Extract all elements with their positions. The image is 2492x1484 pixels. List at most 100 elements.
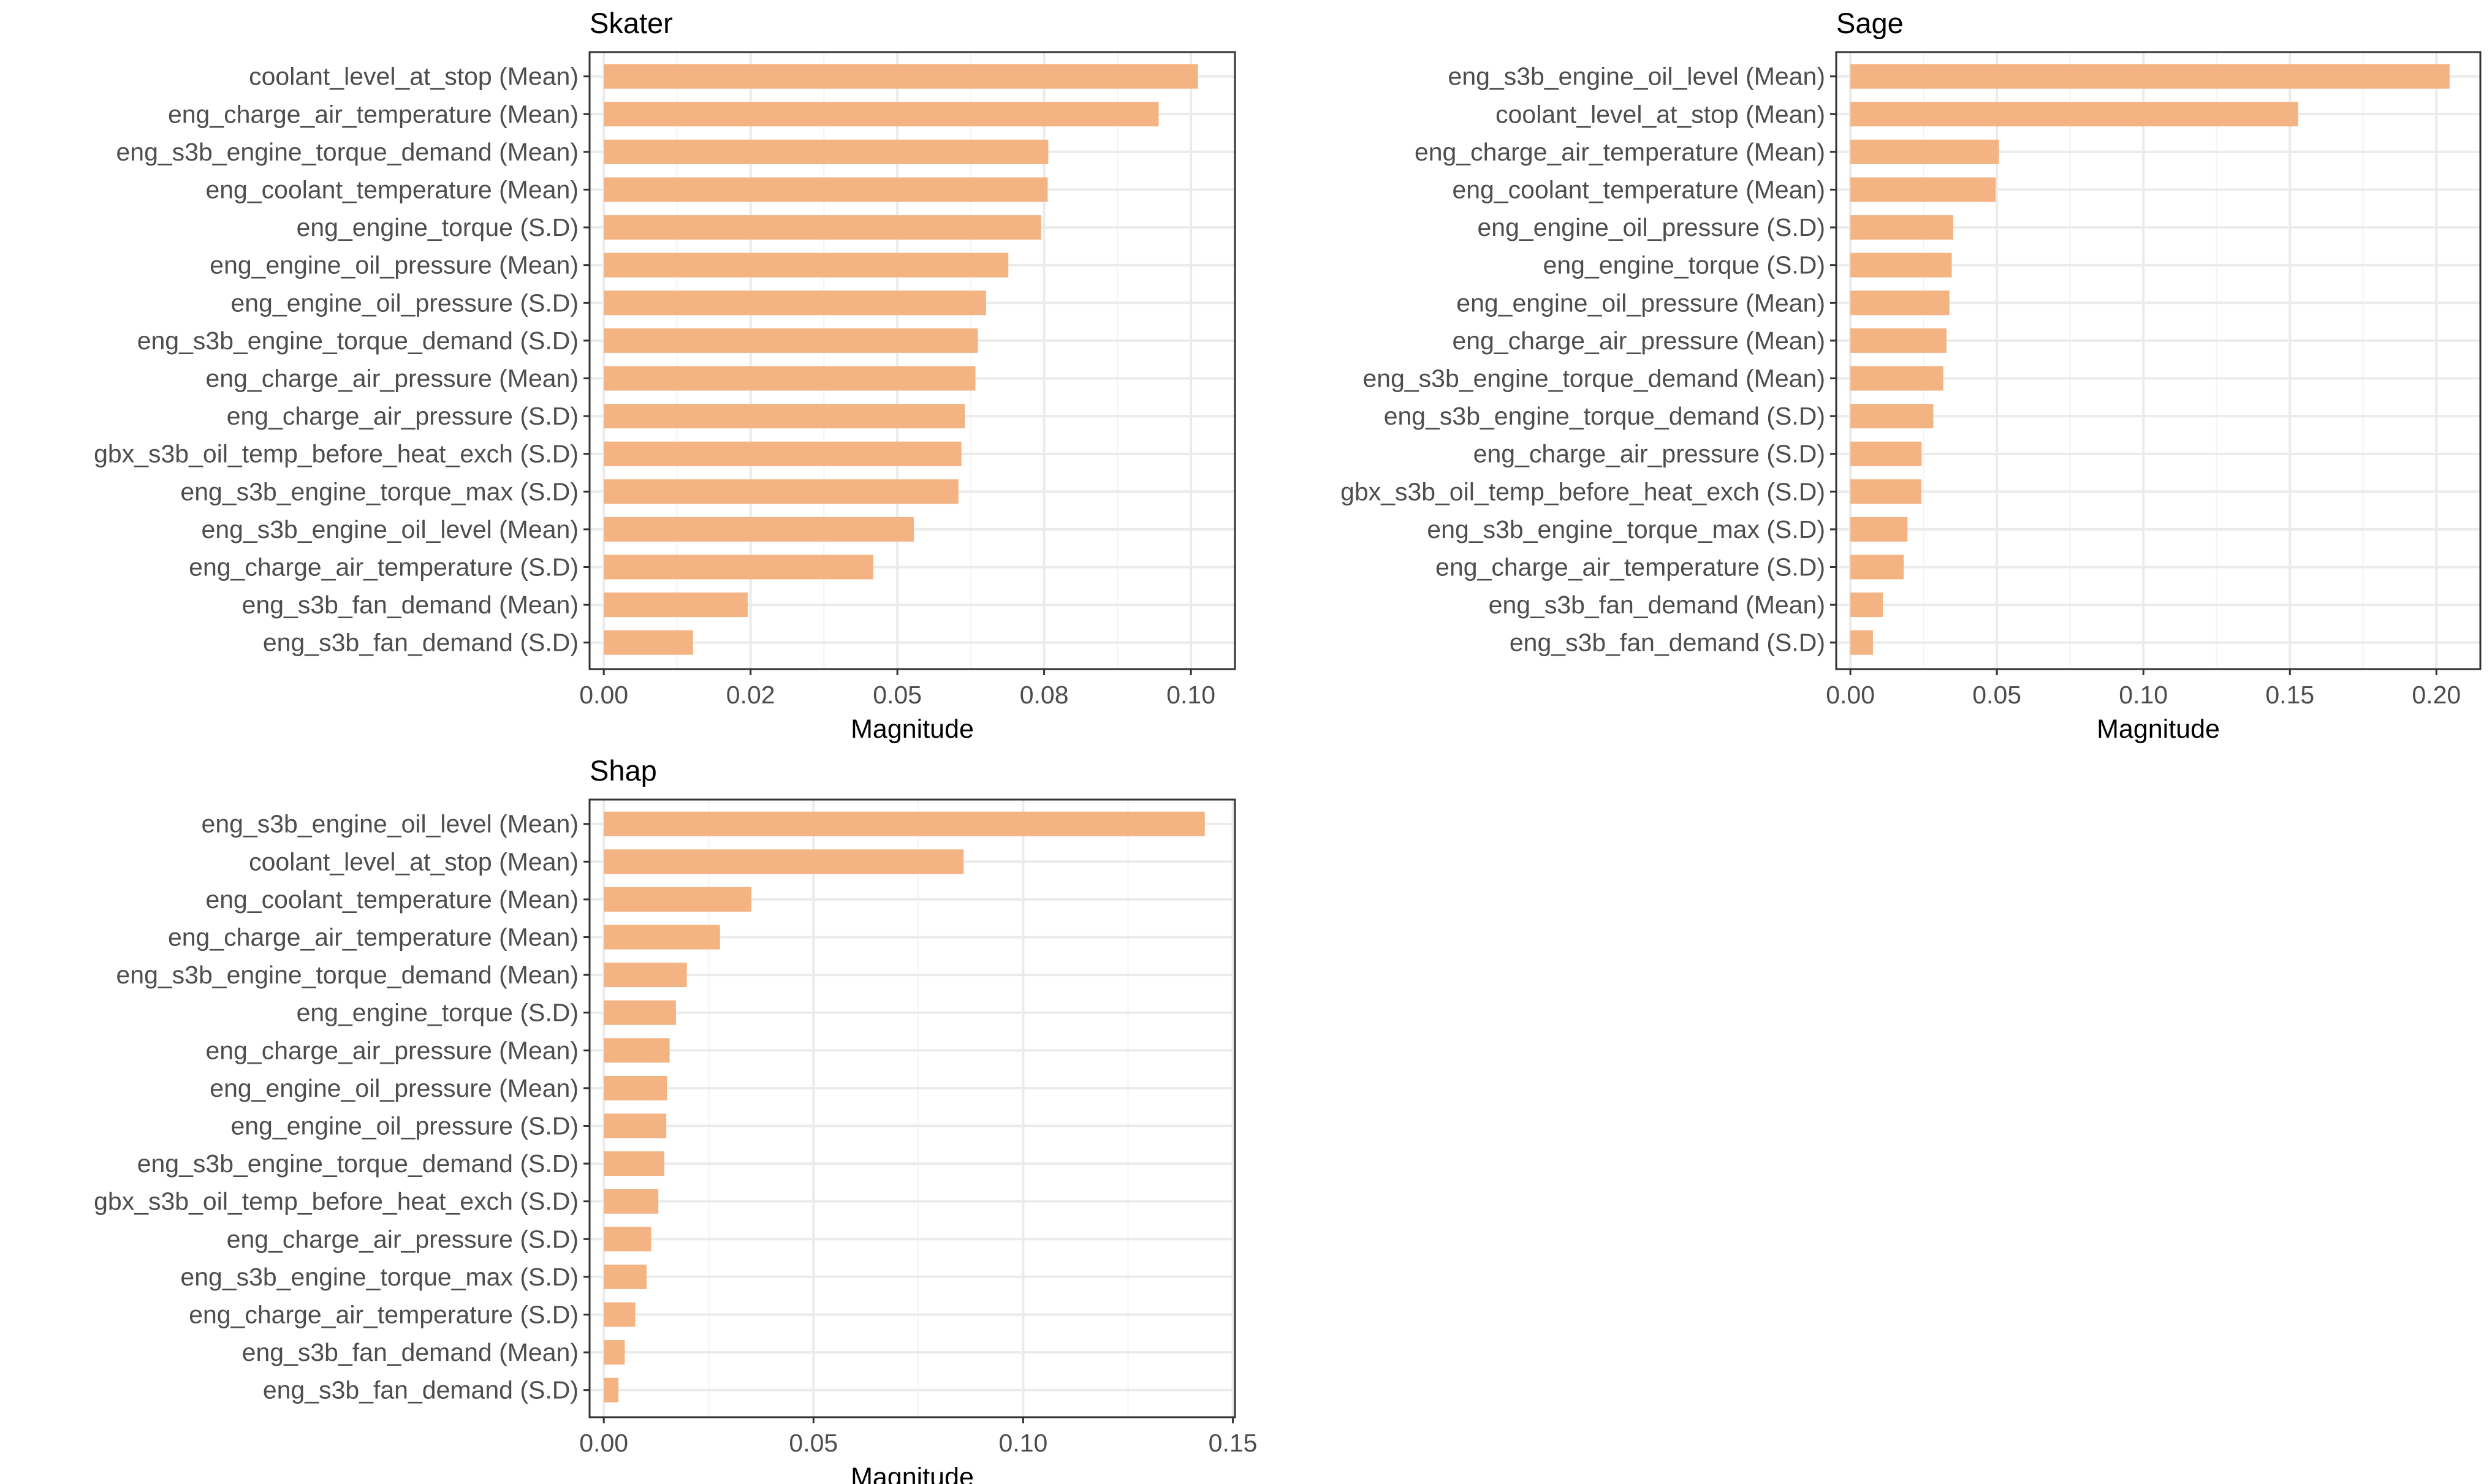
bar: [604, 1302, 636, 1327]
x-tick-label: 0.00: [579, 681, 628, 709]
y-tick-label: gbx_s3b_oil_temp_before_heat_exch (S.D): [94, 440, 579, 468]
y-tick-label: eng_s3b_fan_demand (S.D): [1510, 629, 1825, 657]
bar: [604, 1151, 664, 1176]
y-tick-label: eng_s3b_engine_torque_demand (Mean): [1362, 365, 1825, 393]
y-tick-label: coolant_level_at_stop (Mean): [249, 62, 579, 91]
y-tick-label: eng_s3b_engine_torque_demand (Mean): [116, 138, 579, 166]
bar: [1850, 592, 1883, 618]
x-tick-label: 0.15: [2265, 681, 2314, 709]
x-tick-label: 0.05: [1972, 681, 2021, 709]
bar: [1850, 404, 1934, 429]
bar: [604, 290, 986, 316]
bar: [604, 1000, 676, 1025]
bar: [604, 592, 748, 618]
bar: [1850, 139, 1999, 164]
y-tick-label: eng_s3b_fan_demand (Mean): [1489, 591, 1825, 619]
y-tick-label: eng_s3b_engine_torque_demand (S.D): [1384, 402, 1825, 430]
bar: [604, 404, 965, 429]
bar: [604, 139, 1049, 164]
y-tick-label: eng_engine_torque (S.D): [297, 213, 579, 241]
bar: [604, 1038, 670, 1063]
y-tick-label: eng_charge_air_pressure (S.D): [227, 1225, 579, 1253]
y-tick-label: eng_charge_air_pressure (Mean): [205, 1036, 579, 1064]
bar: [1850, 64, 2450, 89]
bar: [604, 1377, 619, 1403]
y-tick-label: eng_charge_air_temperature (Mean): [168, 100, 579, 128]
y-tick-label: eng_engine_oil_pressure (Mean): [1456, 289, 1825, 317]
bar: [604, 102, 1159, 127]
bar: [1850, 177, 1996, 202]
y-tick-label: eng_charge_air_pressure (Mean): [1452, 327, 1825, 355]
bar: [604, 517, 914, 542]
y-tick-label: eng_s3b_engine_torque_demand (S.D): [137, 327, 579, 355]
y-tick-label: eng_engine_oil_pressure (Mean): [210, 251, 579, 279]
chart-title: Shap: [590, 754, 657, 787]
x-tick-label: 0.15: [1209, 1429, 1258, 1457]
y-tick-label: eng_s3b_engine_oil_level (Mean): [202, 810, 579, 838]
y-tick-label: eng_charge_air_pressure (S.D): [227, 402, 579, 430]
y-tick-label: gbx_s3b_oil_temp_before_heat_exch (S.D): [1340, 477, 1825, 505]
bar: [1850, 252, 1952, 278]
y-tick-label: gbx_s3b_oil_temp_before_heat_exch (S.D): [94, 1187, 579, 1216]
bar: [604, 555, 873, 580]
y-tick-label: eng_charge_air_pressure (Mean): [205, 365, 579, 393]
bar: [604, 366, 976, 391]
bar: [604, 1189, 659, 1214]
bar: [604, 925, 720, 950]
y-tick-label: eng_engine_oil_pressure (S.D): [230, 289, 579, 317]
bar: [604, 1113, 667, 1138]
bar: [604, 441, 962, 466]
y-tick-label: eng_charge_air_temperature (S.D): [189, 553, 579, 581]
bar: [1850, 479, 1921, 504]
bar: [1850, 102, 2298, 127]
bar: [604, 1264, 647, 1289]
bar: [604, 811, 1205, 836]
y-tick-label: coolant_level_at_stop (Mean): [249, 847, 579, 876]
x-tick-label: 0.05: [873, 681, 922, 709]
y-tick-label: eng_coolant_temperature (Mean): [1452, 176, 1825, 204]
y-tick-label: eng_charge_air_temperature (Mean): [168, 923, 579, 952]
y-tick-label: eng_charge_air_temperature (S.D): [1435, 553, 1825, 581]
bar: [604, 887, 752, 912]
x-tick-label: 0.00: [1826, 681, 1875, 709]
bar: [604, 479, 959, 504]
y-tick-label: eng_engine_oil_pressure (S.D): [230, 1112, 579, 1140]
bar: [1850, 555, 1904, 580]
y-tick-label: eng_engine_oil_pressure (Mean): [210, 1074, 579, 1102]
y-tick-label: eng_s3b_engine_torque_max (S.D): [180, 1263, 579, 1291]
x-tick-label: 0.10: [2119, 681, 2168, 709]
bar: [604, 1075, 667, 1100]
y-tick-label: eng_engine_oil_pressure (S.D): [1477, 213, 1825, 241]
x-tick-label: 0.00: [579, 1429, 628, 1457]
bar: [604, 1340, 625, 1365]
y-tick-label: eng_charge_air_pressure (S.D): [1473, 440, 1825, 468]
x-axis-title: Magnitude: [851, 714, 974, 744]
x-tick-label: 0.10: [1166, 681, 1215, 709]
bar: [1850, 517, 1908, 542]
bar: [1850, 328, 1947, 353]
bar: [604, 64, 1198, 89]
x-tick-label: 0.20: [2412, 681, 2461, 709]
y-tick-label: eng_coolant_temperature (Mean): [205, 885, 579, 914]
y-tick-label: eng_s3b_fan_demand (S.D): [263, 1376, 579, 1404]
bar: [604, 252, 1009, 278]
x-tick-label: 0.05: [789, 1429, 838, 1457]
chart-title: Skater: [590, 7, 673, 39]
x-tick-label: 0.08: [1020, 681, 1069, 709]
x-tick-label: 0.10: [999, 1429, 1048, 1457]
bar: [1850, 290, 1950, 316]
panel-border: [588, 798, 1236, 1418]
y-tick-label: eng_s3b_engine_torque_demand (Mean): [116, 961, 579, 989]
y-tick-label: eng_s3b_engine_torque_demand (S.D): [137, 1149, 579, 1178]
bar: [1850, 441, 1922, 466]
y-tick-label: eng_s3b_engine_oil_level (Mean): [1448, 62, 1825, 91]
x-tick-label: 0.02: [726, 681, 775, 709]
y-tick-label: eng_charge_air_temperature (Mean): [1415, 138, 1825, 166]
y-tick-label: coolant_level_at_stop (Mean): [1495, 100, 1825, 128]
bar: [604, 328, 978, 353]
y-tick-label: eng_s3b_engine_torque_max (S.D): [1427, 515, 1825, 543]
y-tick-label: eng_charge_air_temperature (S.D): [189, 1301, 579, 1329]
bar: [604, 849, 964, 874]
